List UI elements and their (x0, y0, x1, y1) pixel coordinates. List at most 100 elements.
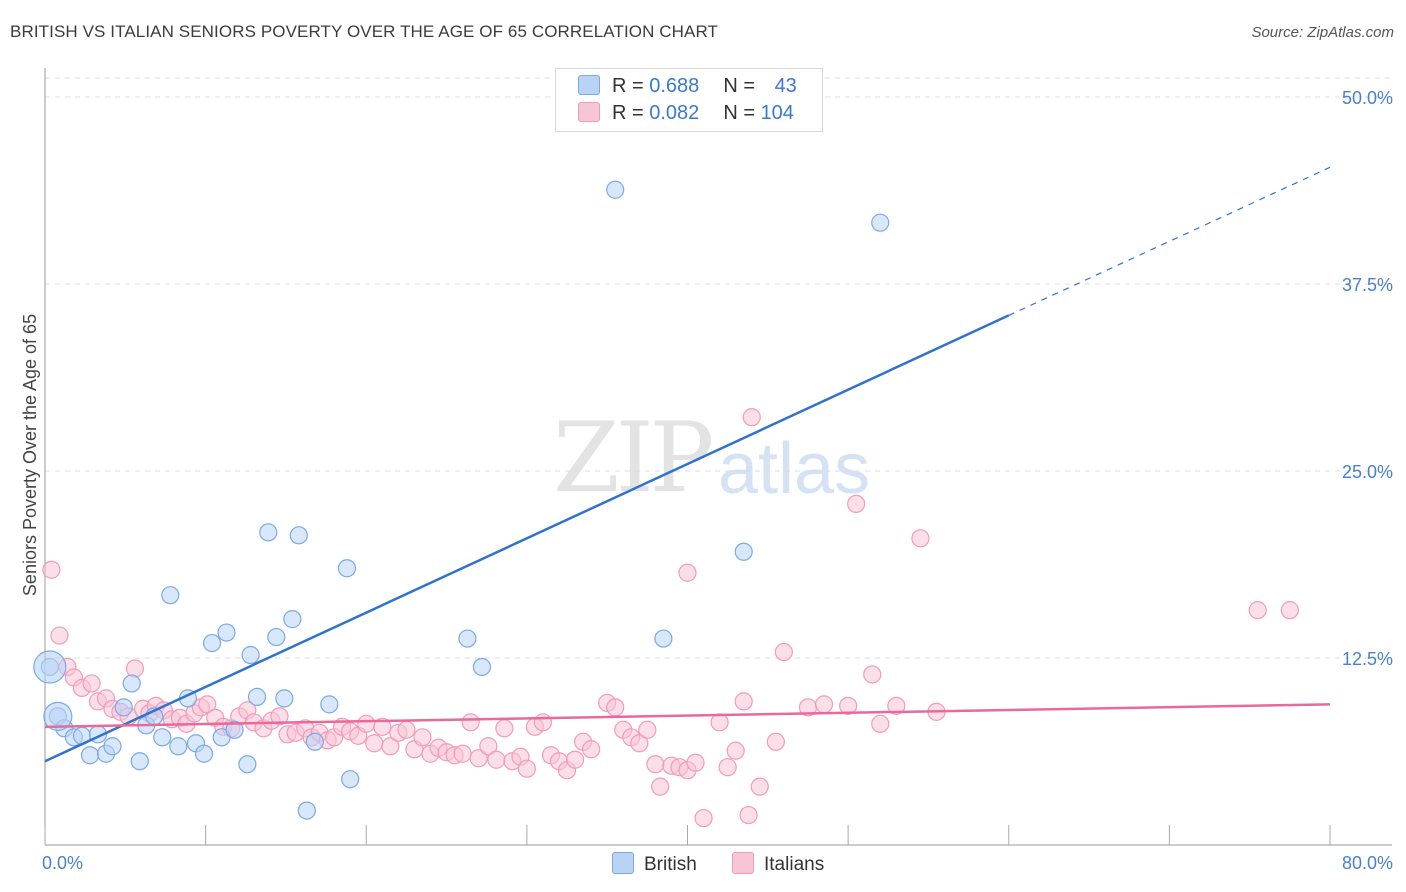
italians-point (739, 805, 758, 825)
british-point (606, 180, 625, 199)
italians-point (198, 695, 217, 714)
italians-point (638, 720, 657, 739)
british-trend-extension (1008, 166, 1331, 316)
y-tick-label: 12.5% (1342, 649, 1393, 669)
british-point (283, 610, 302, 629)
trend-layer (44, 166, 1331, 763)
italians-point (517, 759, 536, 778)
british-point (202, 633, 222, 653)
british-point (297, 801, 316, 820)
bottom-british-swatch (612, 852, 634, 874)
bottom-italians-label: Italians (764, 854, 825, 875)
italians-point (871, 714, 890, 733)
british-point (80, 746, 100, 765)
british-point (238, 755, 257, 774)
italians-point (1280, 601, 1299, 620)
stats-legend: R = 0.688 N = 43 R = 0.082 N = 104 (555, 68, 823, 132)
british-point-large (43, 701, 73, 731)
italians-point (606, 698, 625, 717)
italians-point (397, 720, 416, 739)
italians-point (413, 728, 432, 747)
italians-point (718, 758, 737, 777)
british-point (153, 728, 172, 747)
italians-point (630, 734, 649, 753)
italians-point (766, 732, 785, 751)
british-points (33, 180, 890, 820)
italians-point (495, 719, 514, 738)
british-point (194, 744, 214, 763)
italians-point (750, 777, 769, 796)
british-point (169, 737, 188, 756)
british-point (305, 732, 324, 751)
british-point (225, 720, 244, 739)
italians-point (1248, 601, 1267, 620)
italians-trend-line (44, 703, 1331, 729)
italians-point (479, 737, 498, 756)
grid-layer (45, 77, 1392, 659)
british-point (217, 623, 236, 642)
italians-point (381, 737, 400, 756)
italians-point (42, 560, 61, 579)
british-point (458, 629, 477, 648)
bottom-legend-italians: Italians (732, 852, 824, 876)
british-point (114, 698, 133, 717)
x-tick-label-min: 0.0% (42, 853, 83, 873)
british-point (654, 629, 673, 648)
british-point (130, 752, 149, 771)
y-tick-label: 37.5% (1342, 275, 1393, 295)
italians-point (686, 753, 705, 772)
british-n-label: N = (723, 75, 761, 97)
italians-point (565, 750, 585, 769)
italians-point (911, 529, 930, 548)
british-point (103, 737, 122, 756)
british-point-large (33, 650, 67, 684)
italians-n-value: 104 (760, 102, 794, 124)
british-point (267, 627, 286, 647)
british-point (320, 695, 339, 714)
italians-point (365, 734, 384, 753)
italians-point (373, 717, 392, 736)
british-r-value: 0.688 (649, 75, 700, 97)
italians-point (582, 740, 601, 759)
label-layer: 12.5% 25.0% 37.5% 50.0% 0.0% 80.0% Seniors Pov… (20, 88, 1393, 873)
british-point (289, 526, 308, 545)
italians-point (814, 695, 834, 714)
italians-r-label: R = (612, 102, 650, 124)
british-trend-line (44, 314, 1010, 763)
italians-points (42, 408, 1299, 828)
x-tick-label-max: 80.0% (1342, 853, 1393, 873)
british-point (259, 523, 278, 542)
italians-point (453, 744, 472, 763)
chart-title: BRITISH VS ITALIAN SENIORS POVERTY OVER … (10, 22, 719, 41)
british-point (472, 657, 491, 677)
italians-swatch (578, 102, 600, 122)
british-point (341, 770, 360, 789)
italians-point (847, 494, 866, 514)
italians-point (357, 714, 376, 733)
british-point (122, 674, 141, 693)
legend-row-italians: R = 0.082 N = 104 (578, 102, 794, 128)
bottom-italians-swatch (732, 852, 754, 874)
british-point (871, 213, 890, 232)
legend-row-british: R = 0.688 N = 43 (578, 75, 797, 101)
italians-point (863, 665, 882, 684)
watermark-atlas: atlas (718, 429, 871, 509)
source-credit: Source: ZipAtlas.com (1251, 24, 1394, 41)
british-r-label: R = (612, 75, 650, 97)
british-point (275, 689, 294, 708)
y-tick-label: 25.0% (1342, 462, 1393, 482)
watermark-zip: ZIP (553, 402, 714, 514)
british-swatch (578, 75, 600, 95)
british-point (161, 586, 180, 605)
british-point (247, 687, 267, 706)
italians-point (125, 659, 145, 678)
british-point (241, 645, 260, 665)
italians-point (270, 707, 289, 726)
italians-point (694, 808, 713, 828)
italians-point (774, 642, 793, 662)
bottom-legend-british: British (612, 852, 697, 876)
british-point (734, 542, 753, 561)
italians-point (839, 696, 858, 715)
bottom-british-label: British (644, 854, 697, 875)
